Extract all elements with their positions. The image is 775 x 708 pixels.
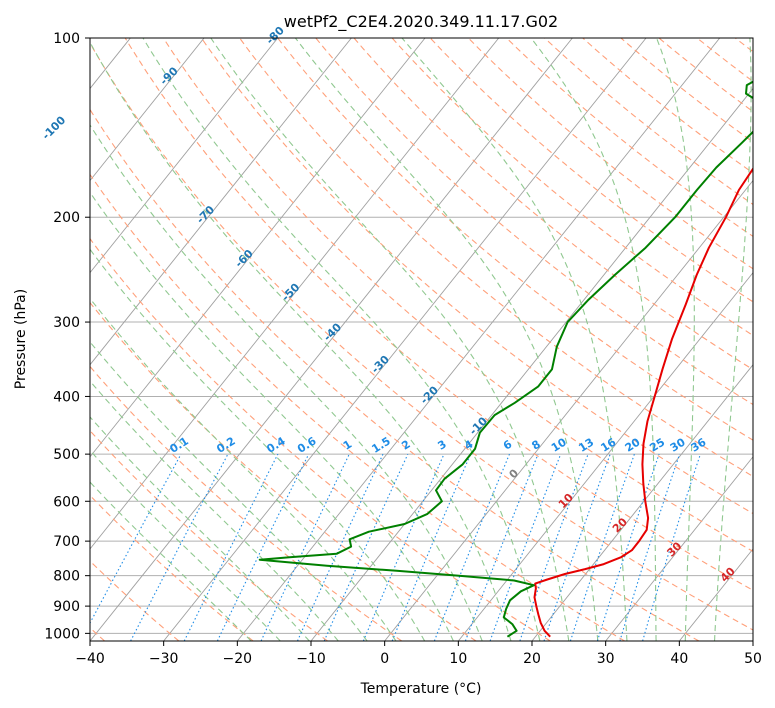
chart-title: wetPf2_C2E4.2020.349.11.17.G02 <box>284 12 558 32</box>
x-axis-title: Temperature (°C) <box>360 681 482 697</box>
dry-adiabat <box>90 173 625 641</box>
dry-adiabat <box>90 494 254 641</box>
isotherm-line <box>531 364 753 641</box>
isotherm-line <box>90 38 205 182</box>
moist-adiabat <box>90 123 483 641</box>
x-tick-label: 10 <box>449 651 467 667</box>
mixing-ratio-line <box>391 453 472 641</box>
dry-adiabat <box>90 108 700 641</box>
dry-adiabat <box>90 42 753 631</box>
y-tick-label: 700 <box>53 534 80 550</box>
dry-adiabat <box>200 38 753 515</box>
y-tick-label: 300 <box>53 315 80 331</box>
isotherm-line <box>310 87 753 641</box>
moist-adiabat <box>210 38 570 641</box>
isotherm-line <box>90 38 426 458</box>
dry-adiabat <box>429 38 753 303</box>
moist-adiabat <box>713 38 752 641</box>
moist-adiabat <box>401 38 628 641</box>
mixing-ratio-line <box>260 453 350 641</box>
profile-lines <box>258 80 753 638</box>
moist-adiabat <box>90 297 397 641</box>
mixing-ratio-line <box>489 453 562 641</box>
moist-adiabat <box>90 481 252 641</box>
mixing-ratio-line <box>569 453 635 641</box>
mixing-ratio-line <box>619 453 681 641</box>
mixing-ratio-line <box>433 453 511 641</box>
moist-adiabat <box>90 341 368 641</box>
mixing-ratio-line <box>464 453 539 641</box>
x-tick-label: 20 <box>523 651 541 667</box>
moist-adiabat <box>90 380 339 641</box>
mixing-ratio-line <box>90 453 182 625</box>
isotherm-line <box>236 38 721 641</box>
dry-adiabat <box>620 38 753 143</box>
y-tick-label: 600 <box>53 494 80 510</box>
x-tick-label: 50 <box>744 651 762 667</box>
dry-adiabat <box>353 38 753 371</box>
isotherm-line <box>457 271 753 641</box>
x-tick-label: −10 <box>296 651 326 667</box>
dry-adiabat <box>90 429 328 641</box>
mixing-ratio-line <box>642 453 701 641</box>
y-axis: 100 200 300 400 500 600 700 800 900 1000 <box>44 31 90 642</box>
y-tick-label: 900 <box>53 599 80 615</box>
dry-adiabat <box>391 38 753 337</box>
dry-adiabat <box>277 38 753 441</box>
isotherm-line <box>90 38 500 550</box>
moist-adiabat <box>90 416 310 641</box>
x-axis: −40 −30 −20 −10 0 10 20 30 40 50 <box>75 641 762 667</box>
y-tick-label: 100 <box>53 31 80 47</box>
x-tick-label: 40 <box>670 651 688 667</box>
y-tick-label: 800 <box>53 569 80 585</box>
dry-adiabat <box>90 237 551 641</box>
mixing-ratio-line <box>296 453 384 641</box>
isotherm-line <box>605 456 753 641</box>
dry-adiabat <box>315 38 753 406</box>
dry-adiabat <box>544 38 753 206</box>
dry-adiabat <box>162 38 753 553</box>
moist-adiabat <box>90 41 512 641</box>
y-tick-label: 200 <box>53 210 80 226</box>
moist-adiabat <box>530 38 657 641</box>
dry-adiabat <box>90 301 477 641</box>
mixing-ratio-line <box>519 453 589 641</box>
isotherm-line <box>163 38 647 641</box>
y-tick-label: 400 <box>53 389 80 405</box>
dry-adiabat <box>124 38 753 591</box>
moist-adiabat <box>90 449 281 641</box>
background-lines <box>90 38 753 641</box>
dewpoint-profile <box>258 80 753 638</box>
x-tick-label: −30 <box>149 651 179 667</box>
plot-frame <box>89 37 754 642</box>
dry-adiabat <box>582 38 753 174</box>
isotherm-line <box>384 179 753 641</box>
mixing-ratio-line <box>216 453 310 641</box>
y-tick-label: 500 <box>53 447 80 463</box>
mixing-ratio-line <box>362 453 445 641</box>
mixing-ratio-line <box>323 453 409 641</box>
x-tick-label: −40 <box>75 651 105 667</box>
mixing-ratio-line <box>543 453 611 641</box>
x-tick-label: 0 <box>380 651 389 667</box>
x-tick-label: −20 <box>223 651 253 667</box>
moist-adiabat <box>294 38 599 641</box>
isotherm-line <box>90 38 279 274</box>
y-tick-label: 1000 <box>44 626 80 642</box>
isotherm-line <box>90 38 352 366</box>
moist-adiabat <box>142 38 541 641</box>
y-axis-title: Pressure (hPa) <box>13 289 29 389</box>
temperature-profile <box>533 167 753 638</box>
x-tick-label: 30 <box>597 651 615 667</box>
dry-adiabat <box>239 38 753 478</box>
